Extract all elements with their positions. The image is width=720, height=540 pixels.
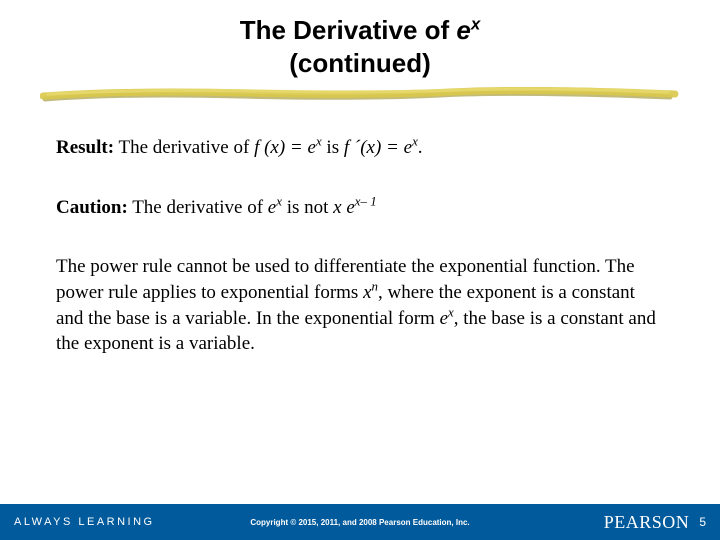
footer-bar: ALWAYS LEARNING Copyright © 2015, 2011, … [0, 504, 720, 540]
footer-right: PEARSON 5 [604, 512, 706, 533]
footer-copyright: Copyright © 2015, 2011, and 2008 Pearson… [250, 518, 469, 527]
caution-rhs: x e [333, 197, 355, 218]
slide-title: The Derivative of ex (continued) [0, 0, 720, 79]
result-mid: is [322, 137, 344, 158]
pearson-logo: PEARSON [604, 512, 690, 533]
footer-left-text: ALWAYS LEARNING [14, 516, 155, 528]
result-block: Result: The derivative of f (x) = ex is … [56, 135, 664, 161]
caution-block: Caution: The derivative of ex is not x e… [56, 195, 664, 221]
page-number: 5 [699, 515, 706, 529]
title-math-base: e [456, 15, 470, 45]
result-fprime: f ´(x) = e [344, 137, 412, 158]
caution-rhs-exp: x– 1 [355, 193, 377, 208]
content-area: Result: The derivative of f (x) = e x is … [0, 105, 720, 357]
result-fx: f (x) = e [254, 137, 316, 158]
title-math-exp: x [471, 14, 480, 33]
title-line1-text: The Derivative of [240, 15, 457, 45]
result-label: Result: [56, 137, 114, 158]
para-ex-base: e [440, 308, 448, 329]
caution-ex-base: e [268, 197, 276, 218]
caution-label: Caution: [56, 197, 128, 218]
result-text1: The derivative of [114, 137, 254, 158]
result-end: . [418, 137, 423, 158]
caution-text1: The derivative of [128, 197, 268, 218]
caution-mid: is not [282, 197, 333, 218]
para-xn-base: x [363, 282, 371, 303]
paragraph-block: The power rule cannot be used to differe… [56, 254, 664, 357]
title-line2: (continued) [289, 48, 431, 78]
brush-underline [40, 87, 680, 105]
